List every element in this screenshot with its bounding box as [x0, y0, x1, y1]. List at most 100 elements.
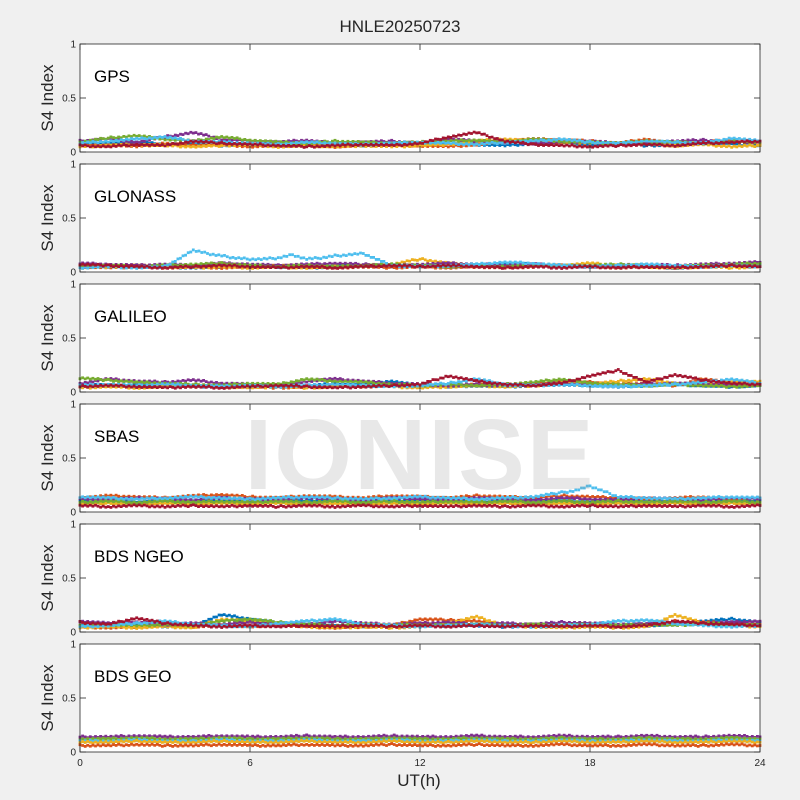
data-point: [467, 143, 471, 147]
data-point: [452, 145, 455, 148]
data-point: [681, 139, 685, 142]
data-point: [202, 142, 205, 146]
data-point: [210, 144, 213, 148]
data-point: [137, 379, 141, 383]
data-point: [295, 141, 298, 144]
data-point: [284, 266, 288, 269]
data-point: [83, 139, 87, 143]
data-point: [222, 383, 226, 387]
data-point: [179, 139, 182, 142]
data-point: [449, 386, 453, 389]
data-point: [622, 140, 625, 144]
data-point: [640, 262, 643, 266]
data-point: [431, 145, 435, 148]
data-point: [225, 264, 229, 268]
data-point: [256, 140, 260, 143]
data-point: [186, 138, 190, 142]
data-point: [410, 258, 414, 261]
data-point: [199, 264, 203, 267]
data-point: [382, 140, 386, 143]
data-point: [640, 143, 643, 147]
data-point: [191, 263, 195, 267]
data-point: [727, 264, 731, 267]
data-point: [560, 143, 564, 147]
data-point: [488, 261, 491, 265]
data-point: [112, 140, 115, 143]
data-point: [184, 381, 187, 385]
data-point: [251, 265, 254, 268]
data-point: [604, 143, 607, 147]
data-point: [727, 141, 731, 145]
data-point: [686, 138, 690, 142]
data-point: [341, 145, 345, 149]
data-point: [465, 144, 468, 148]
data-point: [380, 145, 383, 148]
data-point: [206, 252, 209, 255]
data-point: [248, 258, 252, 262]
data-point: [717, 262, 721, 266]
data-point: [454, 385, 458, 389]
data-point: [86, 264, 90, 268]
data-point: [508, 263, 512, 267]
data-point: [132, 380, 136, 384]
data-point: [720, 263, 723, 267]
data-point: [580, 142, 584, 146]
data-point: [323, 382, 327, 386]
data-point: [568, 138, 571, 141]
data-point: [398, 263, 401, 267]
data-point: [99, 142, 102, 146]
data-point: [609, 262, 612, 266]
data-point: [349, 265, 352, 268]
data-point: [127, 378, 131, 382]
data-point: [181, 265, 185, 269]
data-point: [202, 266, 205, 270]
data-point: [645, 378, 649, 381]
data-point: [513, 263, 517, 267]
data-point: [421, 265, 424, 268]
data-point: [647, 138, 651, 141]
data-point: [668, 266, 672, 270]
data-point: [168, 265, 172, 269]
data-point: [725, 140, 728, 144]
data-point: [86, 376, 90, 380]
data-point: [135, 140, 139, 144]
data-point: [264, 263, 267, 267]
data-point: [645, 382, 649, 386]
data-point: [635, 262, 638, 266]
data-point: [441, 384, 445, 388]
data-point: [313, 144, 316, 148]
data-point: [611, 380, 615, 384]
data-point: [225, 266, 229, 270]
data-point: [495, 140, 499, 144]
data-point: [81, 376, 84, 380]
data-point: [333, 253, 337, 257]
data-point: [694, 139, 697, 142]
data-point: [132, 137, 136, 141]
data-point: [377, 264, 381, 268]
data-point: [753, 379, 757, 383]
data-point: [274, 266, 278, 269]
data-point: [498, 141, 502, 144]
data-point: [735, 262, 739, 266]
data-point: [624, 380, 628, 383]
data-point: [361, 263, 365, 266]
data-point: [173, 138, 177, 142]
data-point: [712, 383, 715, 386]
data-point: [215, 381, 218, 384]
data-point: [361, 379, 365, 383]
data-point: [673, 263, 677, 267]
data-point: [155, 263, 159, 267]
data-point: [132, 382, 136, 386]
data-point: [436, 264, 440, 267]
data-point: [234, 257, 238, 260]
data-point: [287, 266, 290, 270]
data-point: [483, 139, 486, 142]
data-point: [516, 144, 520, 147]
data-point: [382, 260, 386, 263]
data-point: [228, 144, 231, 148]
data-point: [446, 263, 450, 267]
data-point: [243, 265, 247, 269]
data-point: [377, 258, 381, 261]
data-point: [655, 139, 659, 143]
